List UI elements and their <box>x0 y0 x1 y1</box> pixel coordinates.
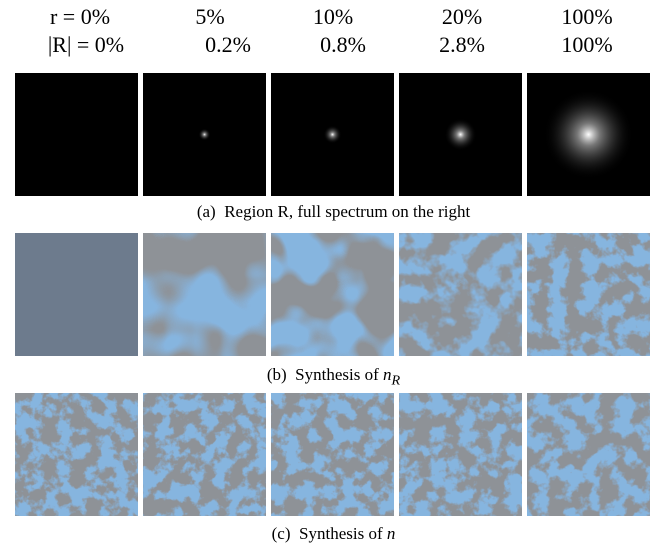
synthesis-image <box>15 233 138 356</box>
synthesis-image <box>15 393 138 516</box>
synthesis-image <box>271 233 394 356</box>
region-label: 2.8% <box>439 32 485 58</box>
region-label: 0.2% <box>205 32 251 58</box>
synthesis-image <box>143 233 266 356</box>
caption-label: (a) <box>197 202 216 221</box>
r-label: 5% <box>195 4 224 30</box>
region-label: 0.8% <box>320 32 366 58</box>
r-label: 20% <box>442 4 482 30</box>
r-label: r = 0% <box>50 4 110 30</box>
caption-label: (c) <box>272 524 291 543</box>
caption-text: Region R, full spectrum on the right <box>224 202 470 221</box>
spectrum-image <box>399 73 522 196</box>
caption-text: Synthesis of <box>299 524 383 543</box>
synthesis-image <box>527 393 650 516</box>
region-label: |R| = 0% <box>48 32 124 58</box>
caption: (b) Synthesis of nR <box>0 365 667 389</box>
caption-sub: R <box>392 372 401 388</box>
spectrum-image <box>527 73 650 196</box>
figure: r = 0% 5% 10% 20% 100% |R| = 0% 0.2% 0.8% 2.8% 10… <box>0 0 667 548</box>
synthesis-image <box>527 233 650 356</box>
spectrum-image <box>271 73 394 196</box>
caption-math: n <box>383 365 392 384</box>
synthesis-image <box>271 393 394 516</box>
figure-images <box>0 0 667 548</box>
r-label: 10% <box>313 4 353 30</box>
region-label: 100% <box>561 32 612 58</box>
r-label: 100% <box>561 4 612 30</box>
spectrum-image <box>143 73 266 196</box>
caption: (a) Region R, full spectrum on the right <box>0 202 667 222</box>
caption-math: n <box>387 524 396 543</box>
caption: (c) Synthesis of n <box>0 524 667 544</box>
synthesis-image <box>399 233 522 356</box>
synthesis-image <box>399 393 522 516</box>
caption-text: Synthesis of <box>295 365 379 384</box>
spectrum-image <box>15 73 138 196</box>
synthesis-image <box>143 393 266 516</box>
caption-label: (b) <box>267 365 287 384</box>
